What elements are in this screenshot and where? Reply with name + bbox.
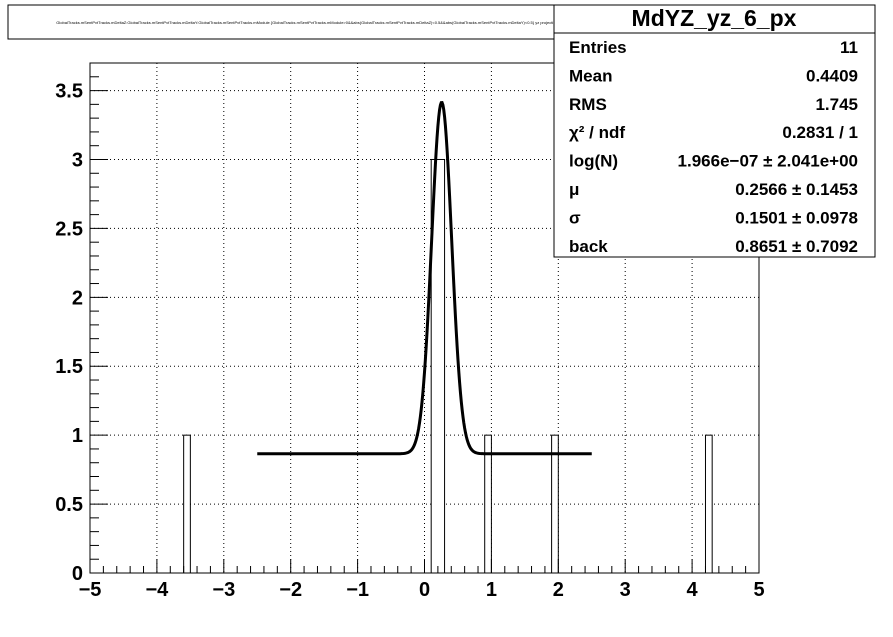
- stats-label: μ: [569, 180, 579, 199]
- y-tick-label: 3: [72, 149, 83, 171]
- stats-value: 0.2566 ± 0.1453: [735, 180, 858, 199]
- histogram-bar: [183, 434, 191, 574]
- histogram-bar: [484, 434, 492, 574]
- x-tick-label: −2: [279, 579, 302, 601]
- x-tick-label: 1: [486, 579, 497, 601]
- x-tick-label: 0: [419, 579, 430, 601]
- stats-value: 0.8651 ± 0.7092: [735, 237, 858, 256]
- stats-label: Mean: [569, 66, 612, 85]
- x-tick-label: −3: [212, 579, 235, 601]
- stats-value: 1.745: [815, 95, 858, 114]
- stats-value: 11: [840, 38, 858, 57]
- stats-label: Entries: [569, 38, 627, 57]
- y-tick-label: 0: [72, 563, 83, 585]
- x-tick-label: 5: [753, 579, 764, 601]
- stats-value: 0.2831 / 1: [782, 123, 858, 142]
- x-tick-labels: −5 −4 −3 −2 −1 0 1 2 3 4 5: [79, 579, 765, 601]
- histogram-bins: [183, 158, 713, 574]
- histogram-bar: [704, 434, 713, 574]
- stats-box: MdYZ_yz_6_px Entries 11 Mean 0.4409 RMS 1.745…: [553, 4, 876, 258]
- y-tick-labels: 0 0.5 1 1.5 2 2.5 3 3.5: [55, 81, 83, 585]
- x-tick-label: −4: [145, 579, 169, 601]
- stats-name: MdYZ_yz_6_px: [632, 5, 797, 31]
- x-tick-label: 4: [687, 579, 699, 601]
- x-tick-label: 2: [553, 579, 564, 601]
- stats-label: back: [569, 237, 608, 256]
- stats-label: log(N): [569, 152, 618, 171]
- stats-value: 0.4409: [806, 66, 858, 85]
- y-tick-label: 1.5: [55, 356, 83, 378]
- x-tick-label: −5: [79, 579, 102, 601]
- histogram-bar: [551, 434, 559, 574]
- stats-label: RMS: [569, 95, 607, 114]
- stats-label: σ: [569, 208, 581, 227]
- x-tick-label: 3: [620, 579, 631, 601]
- y-tick-label: 2: [72, 287, 83, 309]
- stats-value: 0.1501 ± 0.0978: [735, 208, 858, 227]
- x-tick-label: −1: [346, 579, 369, 601]
- stats-label: χ² / ndf: [569, 123, 625, 142]
- axis-ticks: [89, 62, 760, 574]
- histogram-title: GlobalTracks.mSentPvtTracks.mDeltaZ:Glob…: [56, 20, 557, 25]
- y-tick-label: 3.5: [55, 81, 83, 103]
- y-tick-label: 0.5: [55, 494, 83, 516]
- title-box: GlobalTracks.mSentPvtTracks.mDeltaZ:Glob…: [7, 4, 607, 40]
- y-tick-label: 2.5: [55, 218, 83, 240]
- fit-curve: [257, 100, 592, 456]
- stats-value: 1.966e−07 ± 2.041e+00: [678, 152, 858, 171]
- y-tick-label: 1: [72, 425, 83, 447]
